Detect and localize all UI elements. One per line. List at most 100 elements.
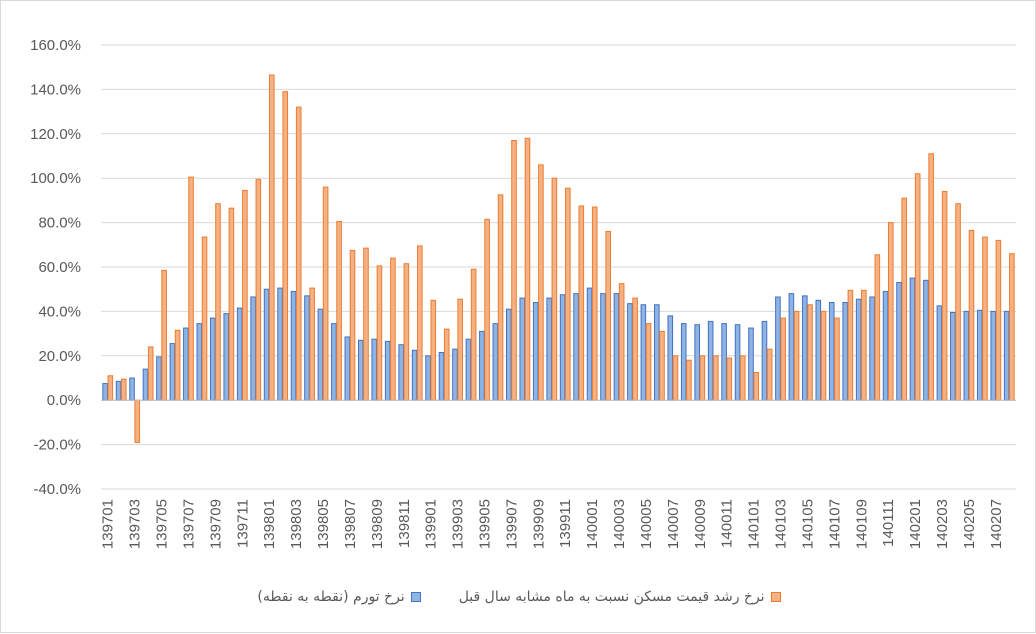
x-tick-label: 139903 bbox=[450, 499, 467, 549]
bar-housing-price-growth bbox=[739, 355, 746, 401]
y-tick-label: 140.0% bbox=[30, 81, 81, 98]
bar-housing-price-growth bbox=[174, 329, 181, 401]
bar-housing-price-growth bbox=[941, 191, 948, 401]
bar-inflation bbox=[102, 383, 108, 401]
bar-inflation bbox=[290, 290, 297, 401]
bar-inflation bbox=[492, 323, 499, 401]
bar-inflation bbox=[479, 330, 485, 401]
x-tick-label: 140005 bbox=[638, 499, 655, 549]
bar-inflation bbox=[627, 303, 633, 401]
y-tick-label: 100.0% bbox=[30, 170, 81, 187]
x-tick-label: 140011 bbox=[719, 499, 736, 548]
bar-inflation bbox=[694, 324, 700, 401]
bar-housing-price-growth bbox=[215, 203, 221, 401]
bar-inflation bbox=[156, 356, 162, 401]
x-tick-label: 139705 bbox=[154, 499, 171, 549]
bar-inflation bbox=[357, 339, 364, 401]
bar-inflation bbox=[129, 377, 135, 401]
bar-housing-price-growth bbox=[268, 74, 275, 401]
bar-inflation bbox=[936, 305, 943, 401]
bar-housing-price-growth bbox=[914, 173, 921, 401]
x-tick-label: 140207 bbox=[988, 499, 1005, 549]
bar-inflation bbox=[721, 323, 727, 401]
bar-housing-price-growth bbox=[551, 177, 558, 401]
bar-housing-price-growth bbox=[766, 348, 773, 401]
y-tick-label: 120.0% bbox=[30, 126, 81, 143]
bar-inflation bbox=[304, 295, 310, 401]
bar-inflation bbox=[250, 296, 256, 401]
legend-label-housing-price-growth: نرخ رشد قیمت مسکن نسبت به ماه مشابه سال … bbox=[458, 589, 765, 605]
bar-housing-price-growth bbox=[201, 236, 208, 401]
bar-inflation bbox=[344, 336, 351, 401]
bar-inflation bbox=[963, 310, 970, 401]
x-tick-label: 139709 bbox=[207, 499, 224, 549]
bar-housing-price-growth bbox=[605, 230, 611, 401]
bar-housing-price-growth bbox=[120, 378, 127, 401]
bar-housing-price-growth bbox=[901, 197, 908, 401]
bar-housing-price-growth bbox=[578, 205, 585, 401]
bar-housing-price-growth bbox=[928, 153, 934, 401]
bar-inflation bbox=[573, 293, 579, 401]
bar-inflation bbox=[613, 293, 620, 401]
bar-housing-price-growth bbox=[645, 323, 652, 401]
bar-housing-price-growth bbox=[618, 283, 625, 401]
bar-inflation bbox=[923, 279, 929, 401]
bar-housing-price-growth bbox=[255, 178, 262, 401]
bar-housing-price-growth bbox=[282, 91, 289, 401]
y-tick-label: -20.0% bbox=[33, 437, 81, 454]
bar-inflation bbox=[411, 349, 418, 401]
bar-housing-price-growth bbox=[887, 222, 894, 401]
bar-housing-price-growth bbox=[107, 375, 114, 401]
x-tick-label: 140003 bbox=[611, 499, 628, 549]
bar-inflation bbox=[640, 304, 647, 401]
x-tick-label: 139907 bbox=[503, 499, 520, 549]
x-tick-label: 140009 bbox=[692, 499, 709, 549]
bar-inflation bbox=[384, 340, 391, 401]
x-tick-label: 140111 bbox=[880, 499, 897, 547]
bar-inflation bbox=[546, 297, 552, 401]
bar-inflation bbox=[438, 351, 445, 401]
y-tick-label: 60.0% bbox=[38, 259, 81, 276]
bar-inflation bbox=[802, 295, 808, 401]
x-tick-label: 139809 bbox=[369, 499, 386, 549]
bar-housing-price-growth bbox=[161, 269, 167, 401]
bar-inflation bbox=[600, 293, 606, 401]
bar-housing-price-growth bbox=[834, 317, 840, 401]
x-tick-label: 139805 bbox=[315, 499, 332, 549]
bar-housing-price-growth bbox=[147, 346, 154, 401]
bar-inflation bbox=[115, 380, 122, 401]
bars bbox=[102, 74, 1015, 443]
bar-housing-price-growth bbox=[968, 229, 975, 401]
bar-inflation bbox=[775, 296, 781, 401]
legend-label-inflation: نرخ تورم (نقطه به نقطه) bbox=[257, 589, 405, 605]
bar-inflation bbox=[869, 296, 875, 401]
x-tick-label: 140103 bbox=[773, 499, 790, 549]
bar-housing-price-growth bbox=[861, 289, 867, 401]
y-tick-label: 0.0% bbox=[47, 392, 81, 409]
bar-inflation bbox=[142, 368, 149, 401]
bar-housing-price-growth bbox=[403, 263, 410, 401]
bar-housing-price-growth bbox=[524, 137, 531, 401]
bar-inflation bbox=[452, 348, 458, 401]
bar-inflation bbox=[263, 288, 270, 401]
bar-housing-price-growth bbox=[753, 371, 760, 401]
bar-inflation bbox=[680, 323, 687, 401]
legend-swatch-housing-price-growth bbox=[770, 592, 781, 602]
bar-inflation bbox=[425, 355, 431, 401]
bar-inflation bbox=[371, 338, 378, 401]
bar-housing-price-growth bbox=[497, 194, 504, 401]
bar-housing-price-growth bbox=[591, 206, 598, 401]
bar-housing-price-growth bbox=[322, 186, 329, 401]
x-tick-label: 140105 bbox=[799, 499, 816, 549]
x-tick-label: 140109 bbox=[853, 499, 870, 549]
bar-inflation bbox=[654, 304, 660, 401]
x-tick-label: 139707 bbox=[180, 499, 197, 549]
bar-inflation bbox=[169, 343, 176, 401]
bar-housing-price-growth bbox=[672, 355, 679, 401]
y-tick-label: -40.0% bbox=[33, 481, 81, 498]
bar-housing-price-growth bbox=[242, 189, 248, 401]
legend-swatch-inflation bbox=[410, 592, 421, 602]
bar-inflation bbox=[559, 294, 566, 401]
bar-inflation bbox=[990, 310, 997, 401]
bar-inflation bbox=[209, 317, 216, 401]
